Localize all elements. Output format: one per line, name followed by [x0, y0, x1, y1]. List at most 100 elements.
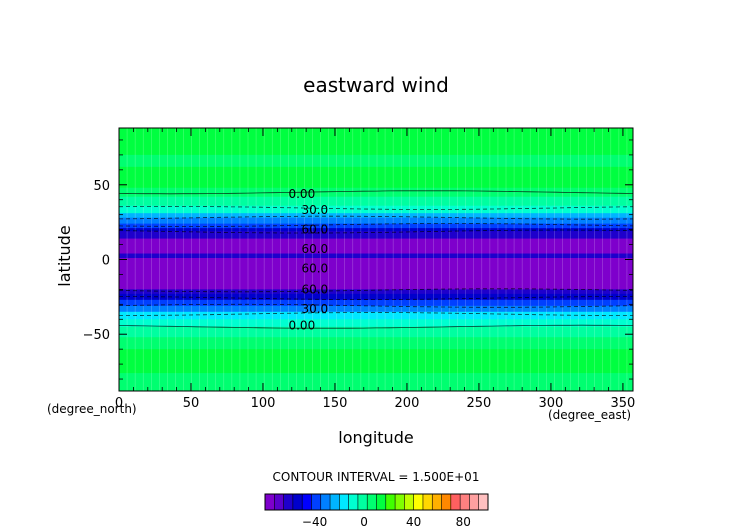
- contour-line: [119, 215, 633, 220]
- contour-line: [119, 205, 633, 210]
- x-tick-label: 350: [611, 396, 636, 411]
- colorbar: [264, 493, 489, 511]
- y-axis-label: latitude: [55, 225, 74, 286]
- contour-line: [119, 190, 633, 195]
- y-tick-label: −50: [83, 328, 110, 343]
- wind-band: [119, 177, 633, 189]
- wind-band: [119, 256, 633, 259]
- wind-band: [119, 268, 633, 273]
- wind-band: [119, 263, 633, 270]
- colorbar-swatch: [283, 494, 294, 510]
- wind-band: [119, 293, 633, 301]
- wind-band: [119, 349, 633, 362]
- contour-label: 30.0: [301, 302, 328, 316]
- x-tick-label: 250: [467, 396, 492, 411]
- x-tick-label: 150: [323, 396, 348, 411]
- colorbar-frame: [264, 493, 489, 511]
- contour-line: [119, 223, 633, 227]
- colorbar-swatch: [432, 494, 442, 510]
- colorbar-swatch: [357, 494, 368, 510]
- contour-label: 0.00: [288, 318, 315, 332]
- wind-band: [119, 139, 633, 156]
- colorbar-swatch: [450, 494, 461, 510]
- wind-band: [119, 286, 633, 290]
- wind-band: [119, 166, 633, 178]
- x-tick-label: 300: [539, 396, 564, 411]
- colorbar-swatch: [441, 494, 452, 510]
- contour-line: [119, 324, 633, 329]
- x-axis-label: longitude: [338, 428, 413, 447]
- colorbar-swatch: [395, 494, 405, 510]
- wind-band: [119, 228, 633, 232]
- colorbar-swatch: [404, 494, 414, 510]
- contour-line: [119, 303, 633, 308]
- contour-label: 60.0: [301, 282, 328, 296]
- wind-band: [119, 232, 633, 240]
- wind-band: [119, 361, 633, 374]
- wind-band: [119, 238, 633, 247]
- colorbar-swatch: [320, 494, 331, 510]
- chart-title: eastward wind: [303, 73, 449, 97]
- contour-label: 60.0: [301, 223, 328, 237]
- wind-band: [119, 373, 633, 391]
- colorbar-tick-label: 40: [406, 515, 421, 529]
- contour-label: 30.0: [301, 203, 328, 217]
- colorbar-swatch: [422, 494, 433, 510]
- wind-band: [119, 311, 633, 320]
- wind-band: [119, 246, 633, 255]
- wind-band: [119, 299, 633, 307]
- colorbar-swatch: [367, 494, 377, 510]
- colorbar-swatch: [265, 494, 275, 510]
- wind-band: [119, 289, 633, 295]
- wind-band: [119, 326, 633, 338]
- colorbar-swatch: [469, 494, 480, 510]
- colorbar-swatch: [348, 494, 359, 510]
- x-tick-label: 100: [251, 396, 276, 411]
- wind-band: [119, 205, 633, 214]
- contour-line: [119, 288, 633, 293]
- colorbar-swatch: [385, 494, 396, 510]
- contour-line: [119, 312, 633, 316]
- wind-band: [119, 337, 633, 350]
- colorbar-swatch: [413, 494, 424, 510]
- wind-band: [119, 223, 633, 229]
- y-tick-label: 0: [102, 254, 110, 269]
- x-tick-label: 0: [115, 396, 123, 411]
- wind-band: [119, 253, 633, 258]
- wind-band: [119, 258, 633, 265]
- colorbar-swatch: [292, 494, 303, 510]
- colorbar-swatch: [274, 494, 284, 510]
- contour-line: [119, 229, 633, 234]
- colorbar-tick-label: −40: [302, 515, 327, 529]
- colorbar-swatch: [376, 494, 387, 510]
- colorbar-swatch: [460, 494, 470, 510]
- wind-band: [119, 319, 633, 328]
- wind-band: [119, 196, 633, 207]
- colorbar-swatch: [302, 494, 312, 510]
- wind-band: [119, 187, 633, 198]
- colorbar-swatch: [339, 494, 349, 510]
- x-tick-label: 200: [395, 396, 420, 411]
- contour-label: 0.00: [288, 187, 315, 201]
- wind-band: [119, 271, 633, 279]
- y-tick-label: 50: [93, 179, 110, 194]
- contour-interval-text: CONTOUR INTERVAL = 1.500E+01: [273, 470, 480, 484]
- contour-label: 60.0: [301, 261, 328, 275]
- x-tick-label: 50: [183, 396, 200, 411]
- wind-band: [119, 277, 633, 287]
- plot-area: [119, 128, 633, 391]
- colorbar-swatch: [478, 494, 489, 510]
- wind-band: [119, 213, 633, 219]
- colorbar-swatch: [330, 494, 340, 510]
- x-axis-unit: (degree_east): [548, 408, 631, 422]
- wind-band: [119, 217, 633, 225]
- y-axis-unit: (degree_north): [47, 402, 137, 416]
- contour-line: [119, 296, 633, 301]
- wind-band: [119, 154, 633, 168]
- wind-band: [119, 128, 633, 141]
- colorbar-tick-label: 0: [360, 515, 368, 529]
- colorbar-tick-label: 80: [456, 515, 471, 529]
- wind-band: [119, 231, 633, 234]
- colorbar-swatch: [311, 494, 322, 510]
